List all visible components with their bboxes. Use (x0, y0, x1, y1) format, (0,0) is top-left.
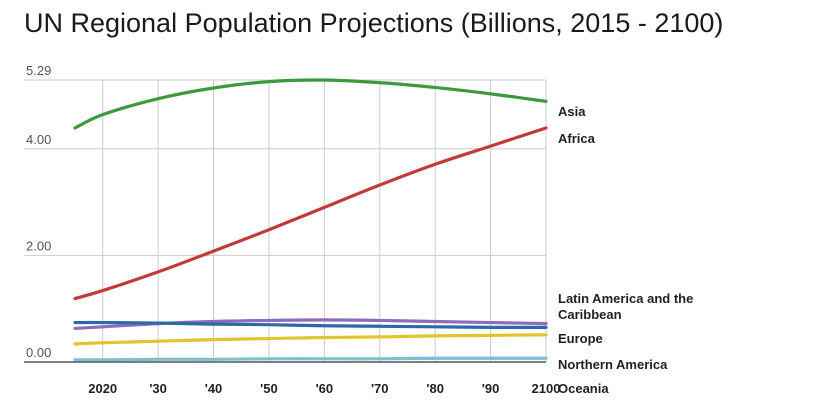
series-label-latin-america-and-the-caribbean: Latin America and the Caribbean (558, 291, 693, 322)
series-label-europe: Europe (558, 331, 603, 346)
y-tick-label: 4.00 (26, 132, 51, 147)
series-line-asia (73, 78, 548, 130)
chart-title: UN Regional Population Projections (Bill… (24, 8, 724, 38)
x-tick-label: '40 (205, 381, 223, 396)
tick-labels: 0.00 2.00 4.00 5.29 2020 '30 '40 '50 '60 '70 '80 '9… (26, 63, 560, 396)
x-tick-label: '80 (426, 381, 444, 396)
series-line-latin-america-and-the-caribbean (73, 318, 548, 331)
x-tick-label: '90 (482, 381, 500, 396)
x-tick-label: 2100 (532, 381, 561, 396)
x-tick-label: '70 (371, 381, 389, 396)
x-tick-label: 2020 (88, 381, 117, 396)
series-labels: Asia Africa Latin America and the Caribbean… (558, 104, 693, 396)
series-label-oceania: Oceania (558, 381, 609, 396)
y-tick-label: 2.00 (26, 238, 51, 253)
x-tick-label: '60 (316, 381, 334, 396)
series-label-africa: Africa (558, 131, 596, 146)
series-lines (73, 78, 548, 362)
x-tick-label: '50 (260, 381, 278, 396)
series-line-africa (73, 126, 548, 301)
series-line-europe (73, 333, 548, 346)
series-label-asia: Asia (558, 104, 586, 119)
series-label-northern-america: Northern America (558, 357, 668, 372)
series-line-northern-america (73, 320, 548, 329)
y-tick-label: 5.29 (26, 63, 51, 78)
y-tick-label: 0.00 (26, 345, 51, 360)
x-tick-label: '30 (149, 381, 167, 396)
series-line-oceania (73, 356, 548, 362)
